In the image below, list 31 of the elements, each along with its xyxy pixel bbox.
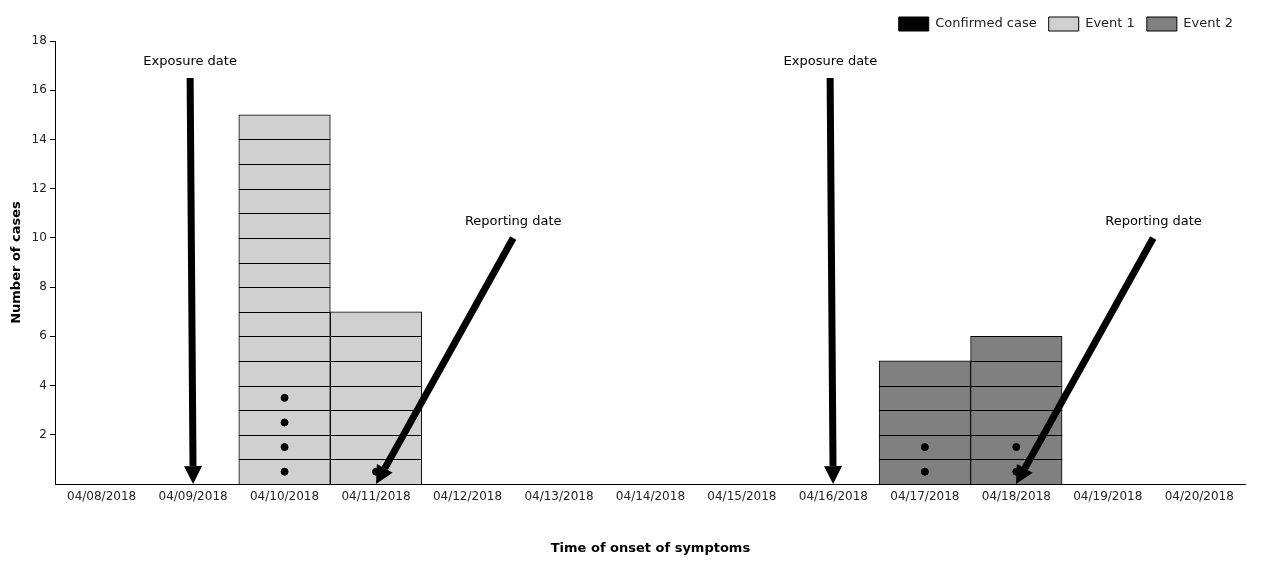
y-tick-label: 2 <box>39 426 47 441</box>
y-tick-label: 12 <box>31 180 47 195</box>
x-tick-label: 04/10/2018 <box>249 489 320 504</box>
annotation: Exposure date <box>783 52 878 68</box>
y-tick-label: 4 <box>39 377 47 392</box>
x-axis-title: Time of onset of symptoms <box>550 539 751 555</box>
x-tick-label: 04/08/2018 <box>67 489 137 504</box>
y-tick-label: 14 <box>31 131 47 146</box>
annotation: Exposure date <box>143 52 237 68</box>
x-tick-label: 04/19/2018 <box>1073 489 1143 504</box>
x-tick-label: 04/20/2018 <box>1164 489 1234 504</box>
legend-label: Event 2 <box>1183 15 1234 31</box>
y-tick-label: 8 <box>39 279 47 294</box>
legend-label: Confirmed case <box>935 15 1037 31</box>
y-tick-label: 10 <box>31 230 47 245</box>
legend-label: Event 1 <box>1085 15 1135 31</box>
y-tick-label: 6 <box>39 328 47 343</box>
x-tick-label: 04/14/2018 <box>615 489 686 504</box>
x-tick-label: 04/15/2018 <box>707 489 777 504</box>
y-tick-label: 16 <box>31 82 47 97</box>
x-tick-label: 04/16/2018 <box>798 489 868 504</box>
y-tick-label: 18 <box>31 33 47 48</box>
x-tick-label: 04/11/2018 <box>341 489 411 504</box>
x-tick-label: 04/09/2018 <box>158 489 228 504</box>
y-axis-title: Number of cases <box>8 200 24 324</box>
annotation: Reporting date <box>464 212 562 228</box>
x-tick-label: 04/17/2018 <box>890 489 960 504</box>
x-tick-label: 04/12/2018 <box>432 489 503 504</box>
annotation: Reporting date <box>1105 212 1202 228</box>
x-tick-label: 04/13/2018 <box>524 489 594 504</box>
x-tick-label: 04/18/2018 <box>981 489 1051 504</box>
